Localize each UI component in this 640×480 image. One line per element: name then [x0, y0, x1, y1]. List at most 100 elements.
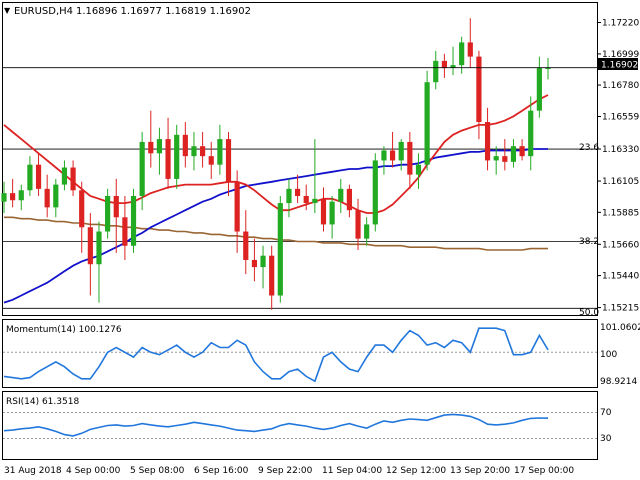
candle-body — [191, 146, 197, 157]
candle-body — [510, 146, 517, 162]
price-tick-label: 1.16559 — [602, 112, 639, 122]
price-tick-label: 1.15885 — [602, 208, 639, 218]
collapse-arrow-icon[interactable]: ▼ — [4, 6, 11, 15]
candle-body — [545, 67, 551, 69]
candle-body — [243, 231, 249, 260]
candle-body — [519, 146, 525, 157]
momentum-pane[interactable] — [2, 319, 598, 388]
candle-body — [294, 188, 301, 196]
candle-body — [303, 195, 309, 204]
ma-fast-line — [3, 94, 549, 214]
price-tick-label: 1.17220 — [602, 18, 639, 28]
current-price-tag-bg — [598, 58, 638, 70]
candles — [1, 18, 551, 310]
candle-body — [139, 141, 145, 196]
price-pane[interactable] — [2, 2, 598, 316]
fib-label-23: 23.6 — [579, 143, 599, 153]
fib-label-50: 50.0 — [579, 308, 599, 318]
momentum-tick-mid: 100 — [600, 350, 617, 360]
time-label: 12 Sep 12:00 — [386, 466, 446, 476]
candle-body — [528, 110, 534, 157]
candle-body — [79, 190, 85, 228]
candle-body — [61, 167, 68, 185]
rsi-tick-30: 30 — [600, 434, 612, 444]
candle-body — [372, 160, 378, 225]
candle-body — [18, 190, 24, 201]
candle-body — [234, 181, 240, 232]
candle-body — [53, 184, 59, 208]
rsi-line — [3, 413, 549, 437]
candle-body — [433, 60, 439, 83]
candle-body — [156, 139, 163, 154]
momentum-tick-high: 101.0602 — [600, 323, 640, 333]
candle-body — [27, 164, 33, 191]
momentum-title: Momentum(14) 100.1276 — [6, 325, 122, 335]
candle-body — [364, 224, 370, 239]
candle-body — [476, 56, 482, 123]
indicators — [3, 327, 597, 439]
candle-body — [407, 141, 413, 175]
ohlc-readout: 1.16896 1.16977 1.16819 1.16902 — [76, 6, 251, 17]
candle-body — [493, 156, 499, 161]
candle-body — [450, 65, 456, 68]
candle-body — [148, 141, 154, 154]
candle-body — [320, 198, 327, 225]
candle-body — [105, 195, 111, 232]
candle-body — [44, 188, 50, 208]
rsi-tick-70: 70 — [600, 408, 612, 418]
rsi-title: RSI(14) 61.3518 — [6, 397, 79, 407]
time-label: 6 Sep 16:00 — [194, 466, 249, 476]
candle-body — [10, 193, 16, 201]
candle-body — [484, 122, 491, 161]
current-price-tag: 1.16902 — [601, 61, 638, 71]
price-tick-label: 1.15660 — [602, 240, 639, 250]
candle-body — [398, 141, 404, 161]
candle-body — [35, 164, 42, 189]
candle-body — [269, 255, 275, 296]
candle-body — [415, 164, 422, 175]
price-tick-label: 1.16105 — [602, 177, 639, 187]
candle-body — [459, 42, 465, 66]
candle-body — [346, 188, 352, 211]
candle-body — [260, 255, 266, 268]
candle-body — [113, 195, 119, 218]
rsi-pane[interactable] — [2, 391, 598, 460]
time-label: 17 Sep 00:00 — [514, 466, 574, 476]
candle-body — [277, 203, 283, 296]
candle-body — [286, 188, 292, 204]
candle-body — [381, 150, 387, 161]
ma-slow-line — [4, 216, 548, 251]
time-label: 5 Sep 08:00 — [130, 466, 185, 476]
candle-body — [182, 134, 188, 157]
candle-body — [122, 217, 128, 246]
candle-body — [1, 193, 7, 202]
symbol-label: EURUSD,H4 — [14, 6, 73, 17]
moving-averages — [3, 94, 549, 304]
time-label: 31 Aug 2018 — [4, 466, 62, 476]
time-label: 13 Sep 20:00 — [450, 466, 510, 476]
candle-body — [338, 188, 344, 202]
candle-body — [312, 198, 318, 204]
candle-body — [208, 156, 214, 165]
price-tick-label: 1.16999 — [602, 50, 639, 60]
momentum-tick-low: 98.9214 — [600, 377, 637, 387]
candle-body — [251, 259, 258, 268]
candle-body — [130, 195, 137, 246]
time-label: 4 Sep 00:00 — [66, 466, 121, 476]
time-label: 11 Sep 04:00 — [322, 466, 382, 476]
candle-body — [424, 82, 430, 165]
price-tick-label: 1.15215 — [602, 304, 639, 314]
price-tick-label: 1.16780 — [602, 81, 639, 91]
candle-body — [441, 60, 447, 68]
momentum-line — [3, 327, 549, 383]
price-tick-label: 1.15440 — [602, 272, 639, 282]
fib-label-38: 38.2 — [579, 237, 599, 247]
candle-body — [502, 156, 508, 162]
candle-body — [389, 150, 396, 161]
time-axis: 31 Aug 2018 4 Sep 00:00 5 Sep 08:00 6 Se… — [4, 466, 574, 476]
candle-body — [96, 231, 102, 265]
ma-mid-line — [3, 148, 548, 304]
candle-body — [467, 42, 473, 57]
price-tick-label: 1.16330 — [602, 145, 639, 155]
